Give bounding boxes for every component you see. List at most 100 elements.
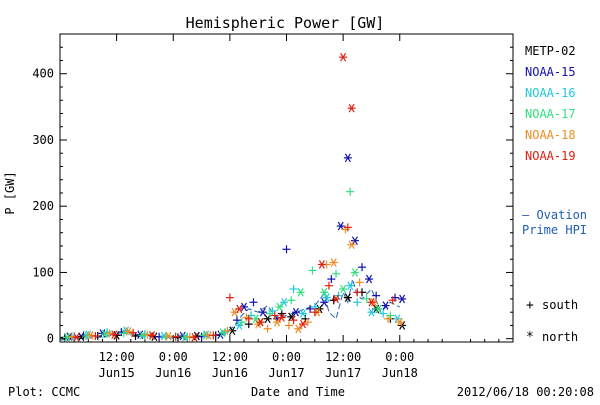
- x-tick-label-date: Jun18: [382, 366, 418, 380]
- x-tick-label-time: 12:00: [212, 350, 248, 364]
- x-tick-label-time: 12:00: [99, 350, 135, 364]
- data-point-noaa-18-north: [124, 327, 133, 336]
- data-point-noaa-15-south: [249, 298, 258, 307]
- data-point-noaa-18-north: [347, 240, 356, 249]
- x-axis-label: Date and Time: [251, 385, 345, 399]
- x-tick-label-time: 0:00: [159, 350, 188, 364]
- chart-title: Hemispheric Power [GW]: [186, 14, 385, 32]
- data-point-noaa-18-north: [86, 331, 95, 340]
- data-point-noaa-15-south: [327, 275, 336, 284]
- legend-marker-north: *: [526, 330, 534, 345]
- legend-marker-label-north: north: [542, 330, 578, 344]
- data-point-noaa-17-south: [81, 332, 90, 341]
- data-point-noaa-15-north: [258, 307, 267, 317]
- data-point-metp-02-north: [263, 314, 272, 324]
- data-point-noaa-19-south: [353, 288, 362, 297]
- marker-stroke: [229, 326, 236, 336]
- data-point-noaa-17-north: [100, 329, 109, 339]
- data-point-noaa-18-south: [303, 318, 312, 327]
- data-point-noaa-17-south: [332, 269, 341, 278]
- y-axis-label: P [GW]: [3, 171, 17, 214]
- marker-stroke: [231, 307, 238, 317]
- data-point-noaa-18-south: [185, 332, 194, 341]
- marker-stroke: [368, 297, 375, 307]
- x-tick-label-date: Jun17: [268, 366, 304, 380]
- marker-stroke: [292, 307, 299, 317]
- marker-stroke: [375, 304, 382, 314]
- marker-stroke: [340, 284, 347, 294]
- data-point-noaa-15-south: [155, 332, 164, 341]
- marker-stroke: [278, 313, 285, 322]
- data-point-noaa-17-north: [296, 288, 305, 297]
- legend-entry-noaa-17: NOAA-17: [525, 107, 576, 121]
- marker-stroke: [203, 330, 210, 340]
- data-point-noaa-17-north: [339, 284, 348, 294]
- data-point-noaa-19-south: [171, 332, 180, 341]
- marker-stroke: [337, 221, 344, 231]
- marker-stroke: [297, 288, 304, 297]
- marker-stroke: [87, 331, 94, 340]
- marker-stroke: [236, 321, 243, 330]
- data-point-noaa-19-north: [339, 52, 348, 62]
- legend-entry-metp-02: METP-02: [525, 44, 576, 58]
- marker-stroke: [160, 331, 167, 341]
- data-point-noaa-19-north: [110, 330, 119, 340]
- x-tick-label-time: 12:00: [325, 350, 361, 364]
- data-point-noaa-18-north: [395, 317, 404, 327]
- data-point-noaa-18-south: [105, 329, 114, 338]
- marker-stroke: [281, 297, 288, 307]
- data-point-noaa-19-south: [343, 223, 352, 232]
- marker-stroke: [321, 288, 328, 297]
- marker-stroke: [340, 52, 347, 62]
- marker-stroke: [351, 236, 358, 245]
- legend-entry-noaa-19: NOAA-19: [525, 149, 576, 163]
- marker-stroke: [351, 268, 358, 277]
- x-tick-label-date: Jun17: [325, 366, 361, 380]
- data-point-noaa-15-north: [343, 153, 352, 163]
- marker-stroke: [300, 309, 307, 318]
- marker-stroke: [78, 332, 85, 342]
- data-point-noaa-15-north: [381, 301, 390, 310]
- data-point-noaa-16-north: [280, 297, 289, 307]
- marker-stroke: [300, 319, 307, 329]
- legend-entry-ovation-prime-hpi: Prime HPI: [522, 223, 587, 237]
- data-point-noaa-19-north: [235, 304, 244, 314]
- data-point-noaa-17-south: [237, 318, 246, 327]
- legend-entry-noaa-18: NOAA-18: [525, 128, 576, 142]
- data-point-noaa-19-north: [332, 294, 341, 304]
- data-point-noaa-17-north: [350, 268, 359, 277]
- data-point-noaa-17-south: [119, 329, 128, 338]
- marker-stroke: [264, 314, 271, 324]
- data-point-noaa-19-north: [277, 313, 286, 322]
- data-point-noaa-19-south: [244, 314, 253, 323]
- data-point-noaa-15-south: [306, 304, 315, 313]
- marker-stroke: [179, 331, 186, 341]
- data-point-noaa-17-south: [308, 266, 317, 275]
- marker-stroke: [151, 332, 158, 342]
- footer-plot-credit: Plot: CCMC: [8, 385, 80, 399]
- data-point-noaa-18-north: [273, 317, 282, 327]
- x-tick-label-time: 0:00: [385, 350, 414, 364]
- legend-entry-ovation-prime-hpi: — Ovation: [522, 208, 587, 222]
- marker-stroke: [323, 293, 330, 302]
- marker-stroke: [113, 331, 120, 340]
- y-tick-label: 400: [32, 67, 54, 81]
- legend-entry-noaa-15: NOAA-15: [525, 65, 576, 79]
- data-point-noaa-18-south: [284, 321, 293, 330]
- data-point-noaa-17-south: [287, 296, 296, 305]
- marker-stroke: [330, 258, 337, 267]
- y-tick-label: 200: [32, 199, 54, 213]
- marker-stroke: [318, 260, 325, 269]
- marker-stroke: [73, 333, 80, 342]
- data-point-noaa-19-south: [388, 296, 397, 305]
- marker-stroke: [149, 331, 156, 340]
- x-tick-label-date: Jun16: [212, 366, 248, 380]
- data-point-noaa-18-south: [143, 330, 152, 339]
- marker-stroke: [125, 327, 132, 336]
- data-point-noaa-19-south: [289, 316, 298, 325]
- marker-stroke: [139, 331, 146, 340]
- y-tick-label: 300: [32, 133, 54, 147]
- data-point-noaa-15-north: [291, 307, 300, 317]
- marker-stroke: [85, 330, 92, 340]
